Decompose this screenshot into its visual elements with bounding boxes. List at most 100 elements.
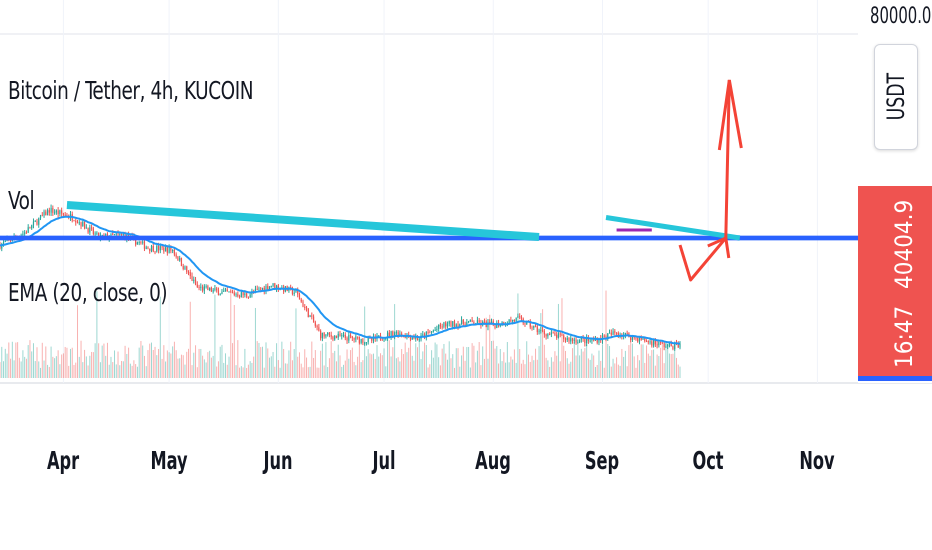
volume-bar — [186, 351, 188, 378]
volume-bar — [313, 357, 315, 378]
volume-bar — [638, 360, 640, 378]
candle-body — [164, 247, 167, 252]
candle-body — [45, 211, 47, 216]
volume-bar — [609, 346, 611, 378]
legend-ema[interactable]: EMA (20, close, 0) — [8, 278, 168, 307]
candle-body — [561, 334, 563, 336]
volume-bar — [510, 356, 512, 378]
candle-body — [552, 332, 554, 334]
volume-bar — [91, 351, 93, 378]
candle-body — [325, 334, 327, 337]
volume-bar — [207, 352, 209, 378]
volume-bar — [52, 356, 54, 378]
candle-body — [244, 293, 246, 296]
candle-body — [624, 333, 626, 335]
volume-bar — [404, 342, 406, 378]
candle-body — [152, 246, 154, 252]
volume-bar — [531, 355, 533, 378]
candle-body — [563, 335, 565, 339]
candle-body — [459, 324, 461, 328]
volume-bar — [503, 352, 505, 378]
volume-bar — [286, 363, 288, 378]
candle-body — [541, 330, 544, 332]
volume-bar — [302, 367, 304, 378]
candle-body — [52, 208, 54, 213]
volume-bar — [242, 367, 244, 378]
candle-body — [113, 234, 116, 236]
volume-bar — [549, 366, 551, 378]
volume-bar — [672, 353, 674, 378]
candle-body — [409, 336, 412, 340]
candle-body — [397, 331, 399, 337]
candle-body — [267, 285, 269, 290]
candle-body — [172, 250, 174, 252]
volume-bar — [115, 364, 117, 378]
volume-bar — [577, 343, 579, 378]
candle-body — [154, 251, 156, 253]
candle-body — [605, 336, 607, 339]
candle-body — [201, 286, 204, 291]
candle-body — [256, 288, 258, 290]
volume-bar — [101, 345, 103, 378]
candle-body — [635, 337, 637, 339]
bar-countdown: 16:47 — [890, 305, 918, 369]
legend-symbol-title[interactable]: Bitcoin / Tether, 4h, KUCOIN — [8, 76, 254, 105]
candle-body — [2, 241, 5, 244]
candle-body — [212, 289, 214, 292]
volume-bar — [99, 362, 101, 378]
candle-body — [24, 232, 26, 234]
volume-bar — [402, 354, 404, 378]
volume-bar — [422, 351, 424, 378]
ema-line — [0, 215, 680, 345]
volume-bar — [535, 348, 537, 378]
volume-bar — [128, 347, 130, 378]
candle-body — [175, 254, 177, 257]
volume-bar — [455, 348, 457, 378]
volume-bar — [600, 360, 602, 378]
volume-bar — [351, 347, 353, 378]
volume-bar — [378, 356, 380, 378]
volume-bar — [136, 366, 138, 378]
candle-body — [258, 288, 260, 290]
candle-body — [610, 332, 612, 335]
volume-bar — [348, 358, 350, 378]
candle-body — [570, 338, 572, 342]
candle-body — [82, 221, 84, 227]
volume-bar — [55, 356, 57, 378]
candle-body — [448, 321, 450, 324]
volume-bar — [295, 308, 297, 378]
candle-body — [209, 287, 211, 291]
volume-bar — [284, 363, 286, 378]
candle-body — [630, 337, 632, 341]
candle-body — [434, 329, 436, 331]
last-price-tag: 40404.9 16:47 — [858, 186, 932, 378]
candle-body — [29, 227, 31, 229]
legend-volume[interactable]: Vol — [8, 186, 35, 215]
volume-bar — [358, 340, 360, 378]
volume-bar — [580, 348, 582, 378]
candle-body — [640, 337, 642, 340]
candle-body — [564, 338, 567, 340]
candle-body — [413, 337, 415, 339]
volume-bar — [73, 364, 75, 378]
candle-body — [642, 337, 644, 340]
candle-body — [388, 332, 390, 337]
candle-body — [92, 228, 94, 234]
candle-body — [103, 235, 105, 237]
candle-body — [277, 285, 279, 290]
volume-bar — [593, 355, 595, 378]
candle-body — [369, 337, 371, 339]
candle-body — [346, 337, 348, 341]
volume-bar — [492, 340, 494, 378]
volume-bar — [276, 343, 278, 378]
month-tick-nov: Nov — [799, 446, 836, 475]
candle-body — [85, 227, 87, 229]
volume-bar — [247, 364, 249, 378]
candle-body — [177, 256, 179, 261]
currency-button[interactable]: USDT — [874, 44, 918, 150]
candle-body — [168, 247, 170, 253]
volume-bar — [496, 346, 498, 378]
volume-bar — [677, 364, 679, 378]
volume-bar — [193, 352, 195, 378]
